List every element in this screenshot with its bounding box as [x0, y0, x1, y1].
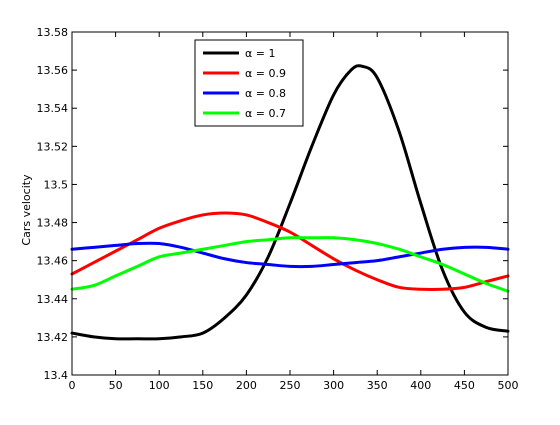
ticks-layer: 0 50 100 150 200 250 300 350 400 450 500 13.4 13.42 1…: [37, 26, 519, 392]
x-tick-label: 300: [323, 379, 344, 392]
y-tick-label: 13.4: [44, 369, 69, 382]
series-line-3: [70, 236, 510, 293]
y-tick-label: 13.48: [37, 217, 69, 230]
y-axis-label: Cars velocity: [20, 174, 33, 246]
legend: α = 1 α = 0.9 α = 0.8 α = 0.7: [194, 39, 304, 127]
legend-label-3: α = 0.7: [245, 107, 286, 120]
y-tick-label: 13.46: [37, 255, 69, 268]
legend-label-2: α = 0.8: [245, 87, 286, 100]
x-tick-label: 400: [410, 379, 431, 392]
x-tick-label: 500: [498, 379, 519, 392]
x-tick-label: 450: [454, 379, 475, 392]
legend-label-0: α = 1: [245, 47, 275, 60]
y-tick-label: 13.5: [44, 178, 69, 191]
x-tick-label: 50: [109, 379, 123, 392]
series-line-2: [70, 241, 510, 269]
y-tick-label: 13.44: [37, 293, 69, 306]
x-tick-label: 0: [69, 379, 76, 392]
y-tick-label: 13.42: [37, 331, 69, 344]
y-tick-label: 13.54: [37, 102, 69, 115]
x-tick-label: 150: [192, 379, 213, 392]
y-tick-label: 13.58: [37, 26, 69, 39]
legend-label-1: α = 0.9: [245, 67, 286, 80]
x-tick-label: 100: [149, 379, 170, 392]
series-line-1: [70, 211, 510, 291]
x-tick-label: 200: [236, 379, 257, 392]
series-line-0: [70, 64, 510, 341]
x-tick-label: 250: [280, 379, 301, 392]
y-tick-label: 13.56: [37, 64, 69, 77]
series-layer: [70, 64, 510, 341]
y-tick-label: 13.52: [37, 140, 69, 153]
x-tick-label: 350: [367, 379, 388, 392]
